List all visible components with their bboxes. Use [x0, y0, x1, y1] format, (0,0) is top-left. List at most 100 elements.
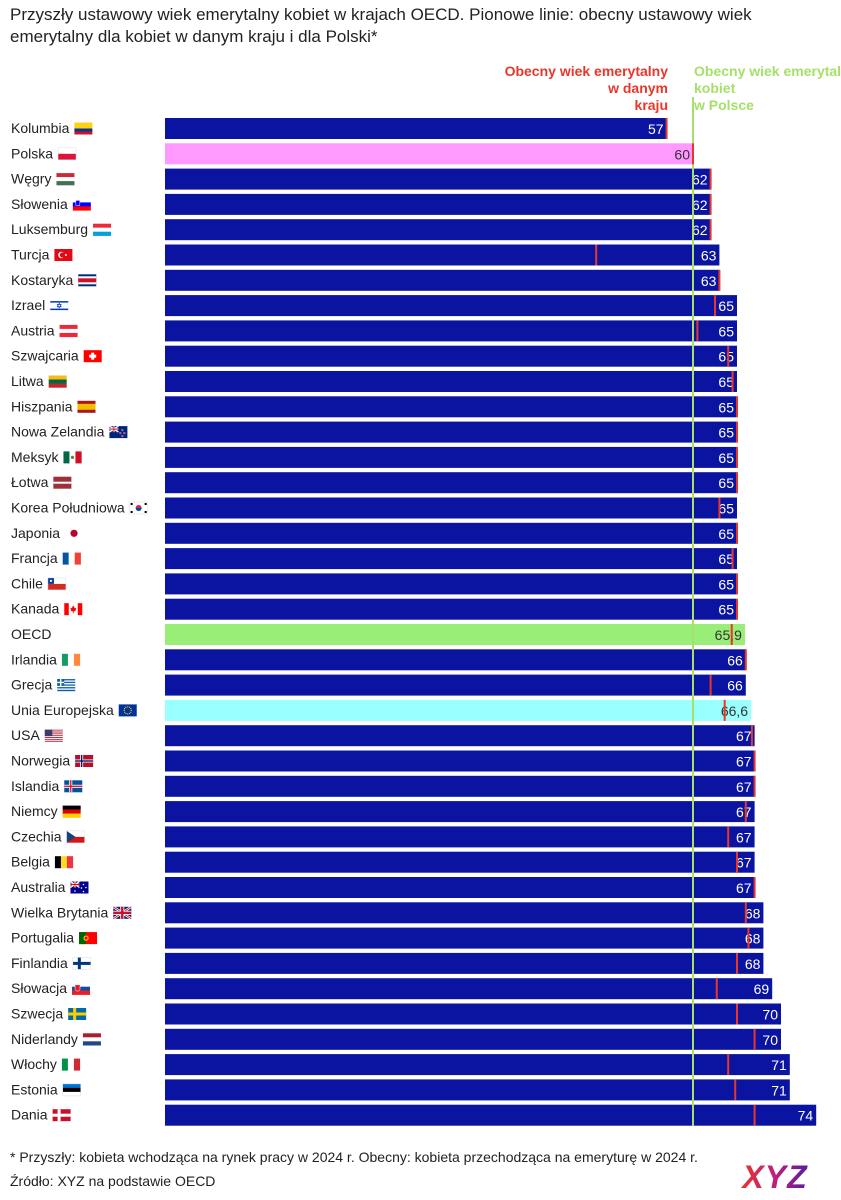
country-label-meksyk: Meksyk [11, 449, 59, 465]
country-label-niemcy: Niemcy [11, 803, 58, 819]
country-label-lotwa: Łotwa [11, 474, 49, 490]
country-label-litwa: Litwa [11, 373, 44, 389]
bar-norwegia [165, 750, 755, 772]
bar-wegry [165, 168, 711, 190]
bar-slowacja [165, 978, 773, 1000]
mexico-flag-icon [63, 451, 82, 464]
bar-chart: Kolumbia 57 Polska 60 Węgry 62 Słowenia 62 Lukse… [11, 63, 841, 1126]
value-label-turcja: 63 [701, 248, 717, 264]
belgium-flag-icon [54, 856, 74, 869]
iceland-flag-icon [64, 780, 83, 793]
bar-chile [165, 573, 737, 595]
bar-wielka-brytania [165, 902, 764, 924]
bar-kostaryka [165, 269, 720, 291]
country-label-szwecja: Szwecja [11, 1006, 63, 1022]
country-label-norwegia: Norwegia [11, 753, 70, 769]
country-label-czechia: Czechia [11, 828, 62, 844]
value-label-belgia: 67 [736, 855, 752, 871]
value-label-litwa: 65 [718, 374, 734, 390]
germany-flag-icon [62, 805, 81, 818]
bar-grecja [165, 674, 746, 696]
bar-litwa [165, 371, 737, 392]
value-label-wegry: 62 [692, 172, 708, 188]
country-label-australia: Australia [11, 879, 66, 895]
country-label-wielka-brytania: Wielka Brytania [11, 904, 108, 920]
country-label-belgia: Belgia [11, 854, 50, 870]
bar-niderlandy [165, 1028, 781, 1050]
country-label-grecja: Grecja [11, 677, 52, 693]
source-note: Źródło: XYZ na podstawie OECD [10, 1173, 216, 1189]
bar-hiszpania [165, 396, 737, 418]
bar-szwajcaria [165, 345, 737, 367]
israel-flag-icon [50, 299, 69, 312]
italy-flag-icon [61, 1058, 81, 1071]
lithuania-flag-icon [48, 375, 67, 388]
australia-flag-icon [70, 880, 89, 894]
bar-estonia [165, 1079, 790, 1101]
denmark-flag-icon [52, 1109, 71, 1122]
bar-polska [165, 143, 693, 165]
portugal-flag-icon [79, 932, 98, 945]
bar-korea-poludniowa [165, 497, 737, 519]
bar-francja [165, 548, 737, 570]
bar-meksyk [165, 446, 737, 468]
finland-flag-icon [72, 957, 92, 970]
value-label-szwecja: 70 [762, 1007, 778, 1023]
bar-wlochy [165, 1054, 790, 1076]
bar-irlandia [165, 649, 746, 671]
hungary-flag-icon [56, 173, 75, 186]
france-flag-icon [62, 552, 81, 565]
country-label-polska: Polska [11, 145, 53, 161]
bar-unia-europejska [165, 699, 752, 721]
czechia-flag-icon [66, 830, 85, 844]
country-label-luksemburg: Luksemburg [11, 221, 88, 237]
latvia-flag-icon [53, 476, 72, 489]
ireland-flag-icon [61, 653, 81, 666]
bar-niemcy [165, 801, 755, 823]
value-label-finlandia: 68 [745, 956, 761, 972]
country-label-austria: Austria [11, 322, 55, 338]
svg-text:XYZ: XYZ [740, 1160, 808, 1194]
country-label-kolumbia: Kolumbia [11, 120, 70, 136]
country-label-estonia: Estonia [11, 1081, 58, 1097]
norway-flag-icon [75, 755, 94, 767]
estonia-flag-icon [62, 1083, 81, 1097]
value-label-unia-europejska: 66,6 [721, 703, 748, 719]
bar-lotwa [165, 472, 737, 494]
bar-nowa-zelandia [165, 421, 737, 443]
spain-flag-icon [77, 400, 96, 413]
bar-luksemburg [165, 219, 711, 241]
bar-austria [165, 320, 737, 342]
country-label-dania: Dania [11, 1107, 48, 1123]
value-label-kolumbia: 57 [648, 121, 664, 137]
country-label-unia-europejska: Unia Europejska [11, 702, 114, 718]
country-label-slowacja: Słowacja [11, 980, 67, 996]
country-label-niderlandy: Niderlandy [11, 1031, 78, 1047]
bar-usa [165, 725, 755, 747]
country-label-kostaryka: Kostaryka [11, 272, 73, 288]
country-label-wegry: Węgry [11, 171, 51, 187]
value-label-lotwa: 65 [718, 475, 734, 491]
value-label-wielka-brytania: 68 [745, 905, 761, 921]
canada-flag-icon [64, 603, 83, 616]
value-label-islandia: 67 [736, 779, 752, 795]
value-label-australia: 67 [736, 880, 752, 896]
bar-australia [165, 877, 755, 898]
country-label-francja: Francja [11, 550, 58, 566]
colombia-flag-icon [74, 122, 93, 135]
country-label-japonia: Japonia [11, 525, 60, 541]
value-label-czechia: 67 [736, 829, 752, 845]
value-label-japonia: 65 [718, 526, 734, 542]
bar-slowenia [165, 193, 711, 215]
costarica-flag-icon [78, 274, 97, 287]
value-label-austria: 65 [718, 323, 734, 339]
bar-szwecja [165, 1003, 781, 1025]
value-label-slowenia: 62 [692, 197, 708, 213]
value-label-niderlandy: 70 [762, 1032, 778, 1048]
country-label-usa: USA [11, 727, 40, 743]
country-label-finlandia: Finlandia [11, 955, 68, 971]
value-label-niemcy: 67 [736, 804, 752, 820]
country-label-slowenia: Słowenia [11, 196, 68, 212]
value-label-oecd: 65,9 [715, 627, 742, 643]
